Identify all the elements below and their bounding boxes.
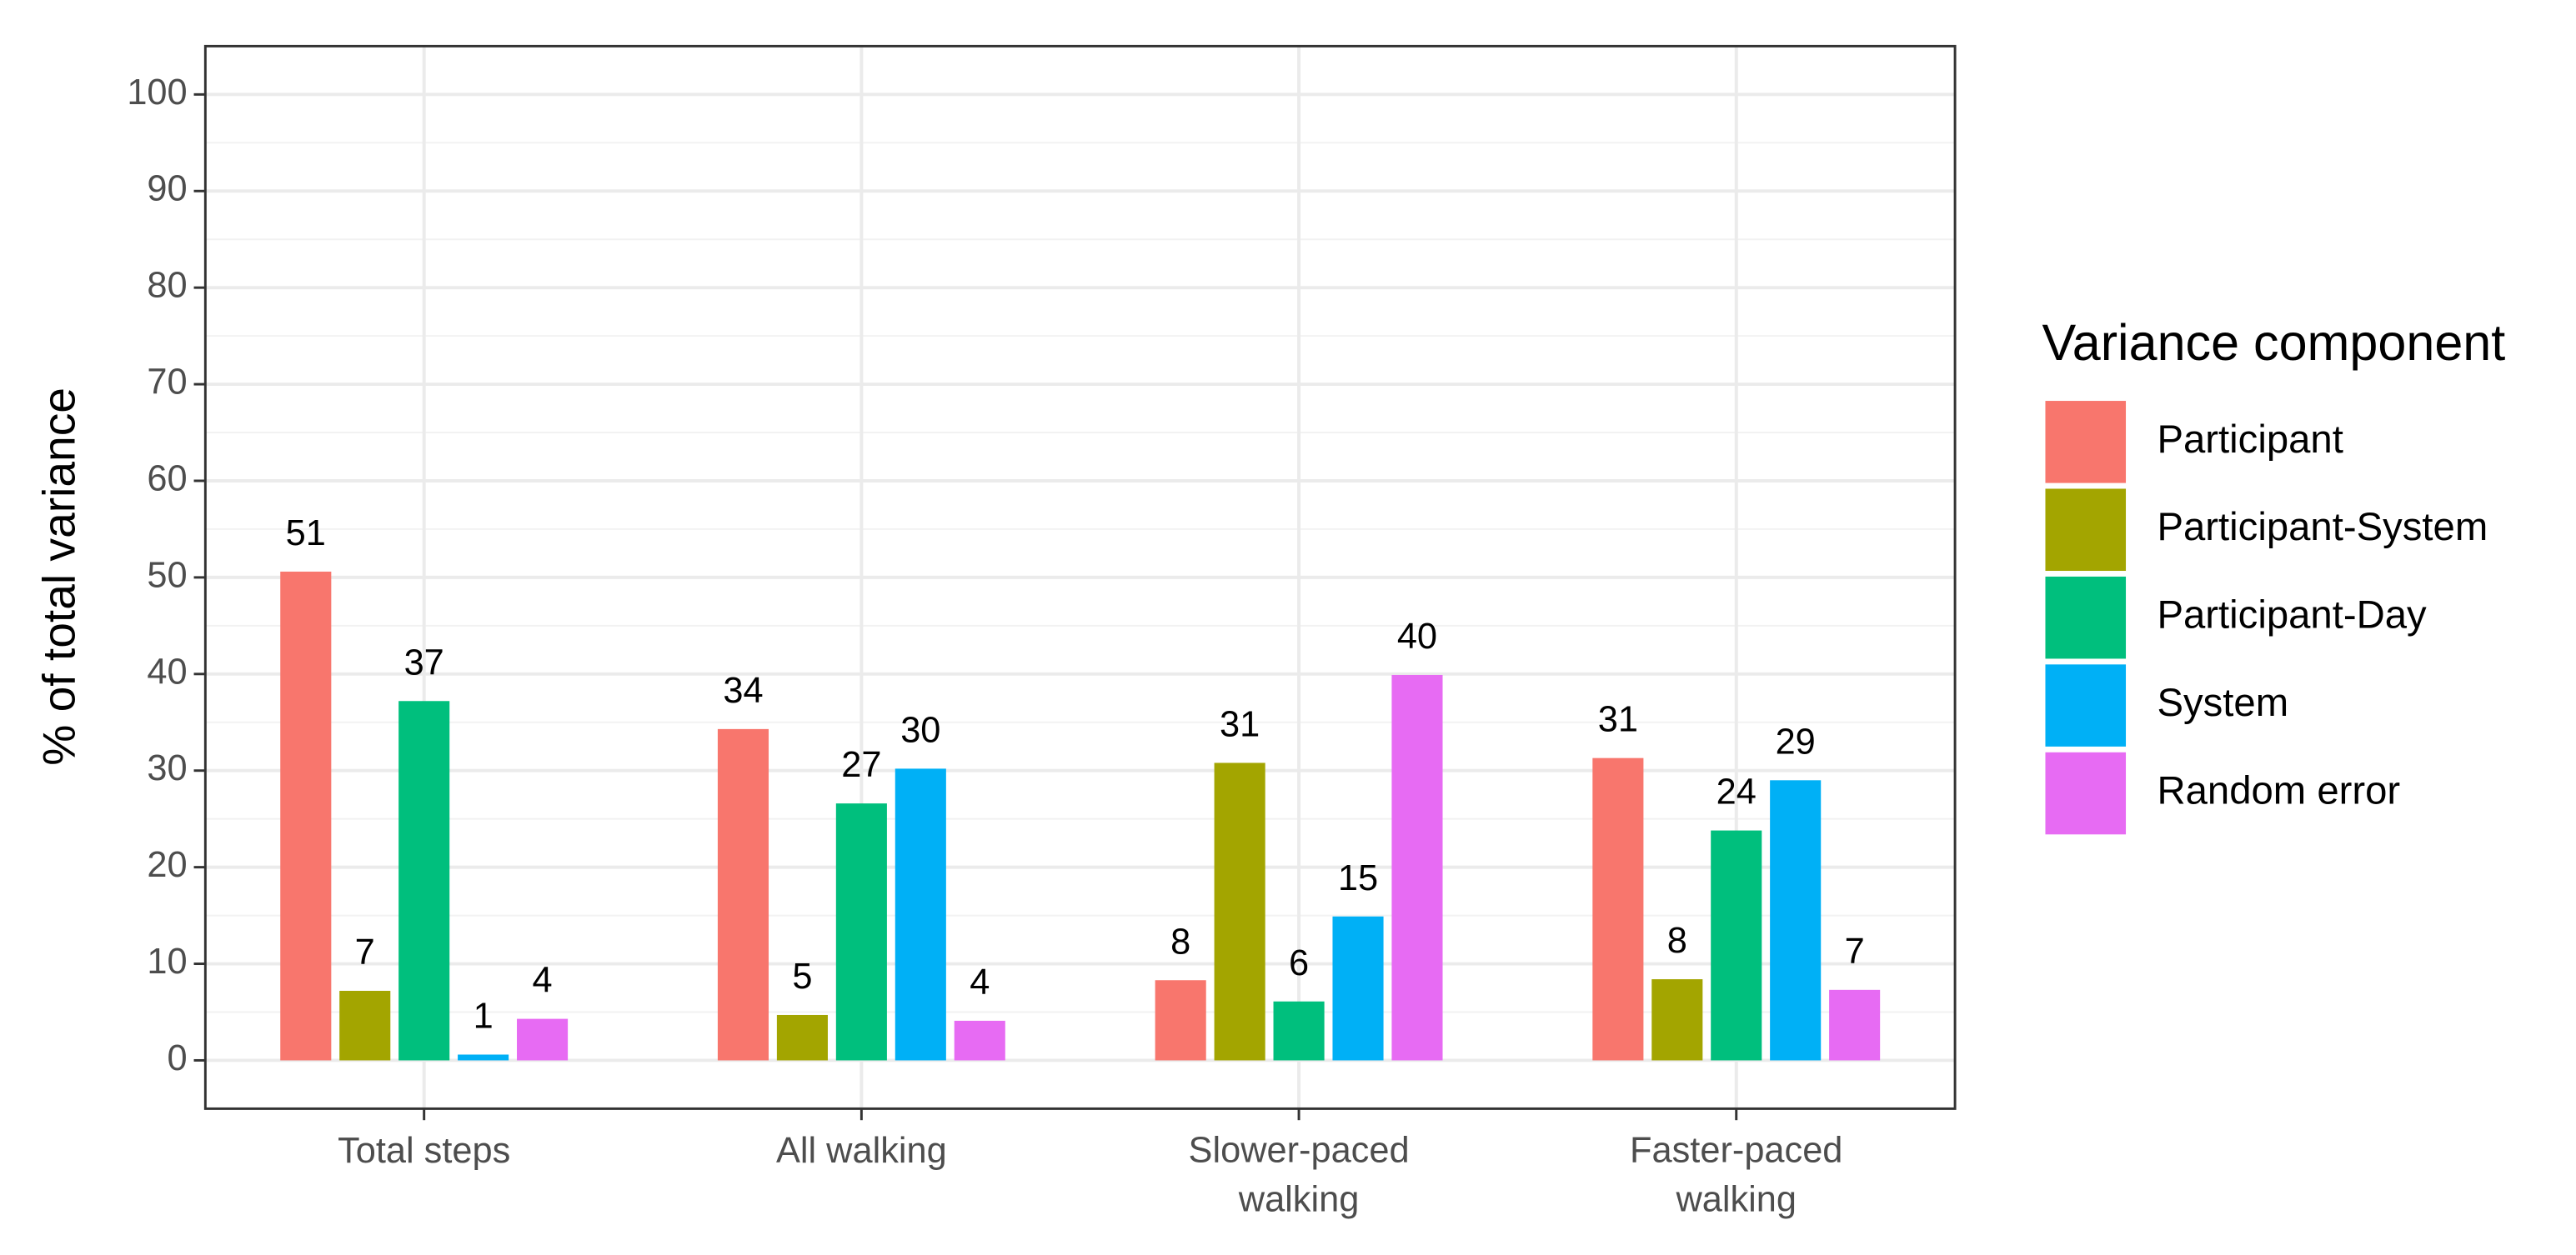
y-tick-label: 40: [147, 652, 187, 692]
value-label: 6: [1289, 943, 1309, 983]
plot-border: [203, 44, 1957, 1110]
value-label: 8: [1667, 921, 1687, 961]
x-tick-label: Slower-paced walking: [1189, 1131, 1410, 1220]
legend-key: [2045, 664, 2127, 747]
bar: [1273, 1001, 1325, 1061]
legend-label: System: [2157, 681, 2288, 725]
bar: [835, 803, 887, 1061]
value-label: 8: [1170, 922, 1190, 962]
bar: [1770, 780, 1822, 1061]
legend-label: Random error: [2157, 769, 2400, 813]
legend-key: [2045, 488, 2127, 572]
value-label: 7: [355, 932, 375, 972]
bar: [895, 768, 946, 1061]
value-label: 4: [533, 961, 553, 1001]
legend-key: [2045, 401, 2127, 483]
legend-label: Participant-System: [2157, 505, 2488, 549]
value-label: 27: [841, 745, 881, 785]
value-label: 40: [1397, 617, 1437, 657]
bar: [776, 1014, 828, 1061]
value-label: 4: [970, 962, 990, 1002]
y-tick-label: 90: [147, 169, 187, 209]
y-tick-label: 30: [147, 748, 187, 788]
value-label: 15: [1338, 858, 1378, 898]
bar: [1391, 674, 1443, 1061]
x-tick-label: All walking: [776, 1131, 947, 1171]
bar: [1592, 758, 1644, 1061]
y-axis-title: % of total variance: [33, 388, 84, 766]
value-label: 5: [792, 957, 812, 997]
y-tick-label: 60: [147, 458, 187, 498]
y-tick-label: 0: [168, 1038, 188, 1078]
bar: [339, 990, 391, 1061]
value-label: 1: [474, 997, 494, 1037]
bar: [1214, 762, 1265, 1061]
y-tick-label: 70: [147, 362, 187, 402]
legend-label: Participant-Day: [2157, 593, 2427, 638]
y-tick-label: 80: [147, 266, 187, 306]
value-label: 34: [723, 671, 763, 711]
value-label: 31: [1598, 700, 1638, 740]
bar: [1651, 979, 1703, 1061]
bar: [280, 571, 332, 1061]
y-tick-label: 20: [147, 845, 187, 885]
value-label: 24: [1716, 772, 1757, 812]
value-label: 7: [1845, 932, 1865, 972]
bar: [458, 1054, 509, 1061]
x-tick-label: Faster-paced walking: [1630, 1131, 1842, 1220]
value-label: 29: [1776, 722, 1816, 762]
bar: [1155, 980, 1206, 1061]
y-tick-label: 50: [147, 555, 187, 595]
bar: [398, 701, 450, 1061]
bar: [954, 1020, 1005, 1061]
x-tick-label: Total steps: [338, 1131, 510, 1171]
value-label: 37: [404, 642, 444, 682]
value-label: 31: [1220, 705, 1260, 745]
legend-key: [2045, 576, 2127, 659]
y-tick-label: 100: [127, 72, 187, 112]
bar: [1829, 989, 1881, 1061]
bar: [1711, 830, 1762, 1061]
bar: [1332, 916, 1384, 1061]
bar: [517, 1018, 569, 1061]
legend-title: Variance component: [2042, 314, 2506, 371]
value-label: 30: [900, 710, 940, 750]
y-tick-label: 10: [147, 942, 187, 982]
value-label: 51: [286, 513, 326, 553]
bar: [717, 728, 769, 1061]
legend-key: [2045, 752, 2127, 835]
legend-label: Participant: [2157, 418, 2343, 462]
